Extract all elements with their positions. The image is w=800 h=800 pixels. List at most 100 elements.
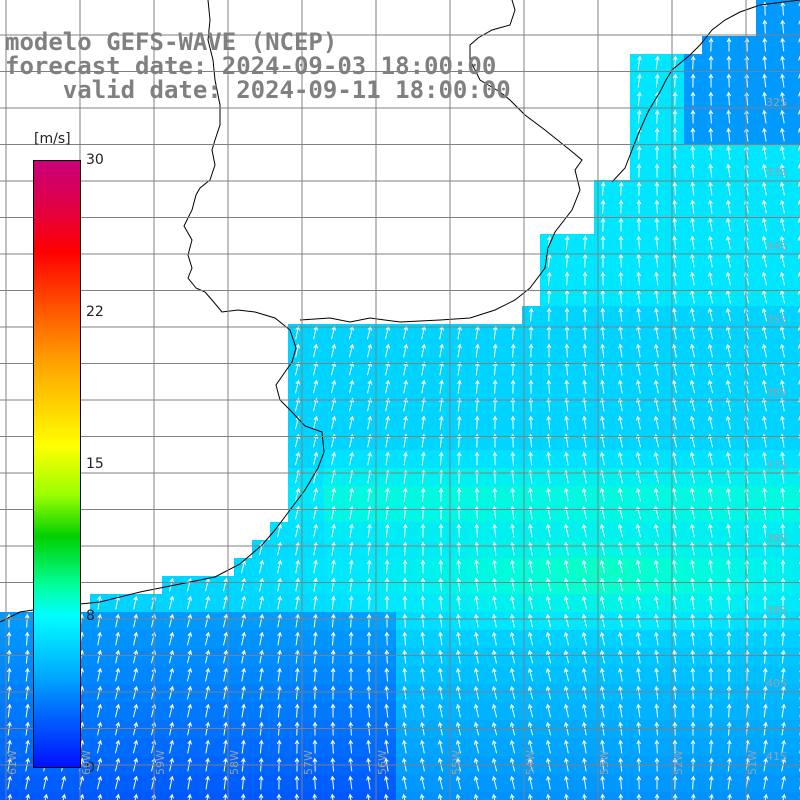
wind-arrow [707,343,714,358]
wind-arrow [618,271,624,286]
wind-arrow [474,541,480,556]
wind-arrow [762,667,768,682]
wind-arrow [186,667,193,682]
wind-arrow [491,703,498,718]
wind-arrow [473,685,479,700]
wind-arrow [761,271,768,286]
wind-arrow [366,649,372,664]
wind-arrow [726,577,732,592]
wind-arrow [205,685,211,700]
wind-arrow [473,775,480,790]
wind-arrow [761,235,768,250]
wind-arrow [223,739,228,754]
wind-arrow [421,361,426,376]
wind-arrow [61,793,67,800]
wind-arrow [727,775,732,790]
wind-arrow [474,379,480,394]
wind-arrow [421,451,426,466]
wind-arrow [708,649,714,664]
wind-arrow [672,199,678,214]
wind-arrow [635,577,641,592]
wind-arrow [582,415,587,430]
wind-arrow [528,487,533,502]
wind-arrow [726,541,731,556]
wind-arrow [708,73,714,88]
wind-cell [792,54,800,73]
wind-arrow [762,127,767,142]
wind-arrow [132,739,139,754]
wind-arrow [7,703,12,718]
wind-arrow [600,217,606,232]
wind-arrow [563,577,570,592]
colorbar-tick-22: 22 [86,304,104,320]
wind-arrow [348,397,355,412]
wind-arrow [690,199,695,214]
wind-arrow [690,163,696,178]
wind-arrow [384,739,389,754]
wind-arrow [186,631,193,646]
wind-arrow [473,793,479,800]
lon-label-53w: 53W [598,750,611,775]
wind-arrow [671,343,677,358]
wind-arrow [798,433,800,439]
wind-arrow [781,685,786,700]
wind-arrow [367,541,372,556]
wind-cell [792,648,800,667]
wind-arrow [205,703,210,718]
wind-arrow [546,451,551,466]
wind-arrow [420,739,425,754]
wind-arrow [223,631,229,646]
wind-arrow [348,361,355,376]
wind-arrow [457,379,462,394]
wind-arrow [636,163,642,178]
wind-arrow [762,397,767,412]
wind-arrow [636,307,641,322]
wind-arrow [762,685,768,700]
wind-arrow [761,361,767,376]
wind-arrow [781,793,787,800]
wind-arrow [115,631,120,646]
wind-arrow [636,649,641,664]
wind-arrow [385,379,391,394]
wind-arrow [654,181,660,196]
wind-arrow [6,649,12,664]
wind-arrow [439,361,444,376]
wind-arrow [456,577,461,592]
wind-arrow [330,397,337,412]
wind-arrow [780,91,785,106]
wind-cell [792,468,800,487]
wind-arrow [527,739,534,754]
wind-arrow [510,343,516,358]
wind-arrow [492,631,497,646]
wind-arrow [546,793,551,800]
wind-arrow [762,649,768,664]
wind-arrow [563,523,569,538]
wind-arrow [636,667,641,682]
wind-arrow [223,649,229,664]
wind-arrow [654,775,660,790]
wind-arrow [636,109,642,124]
wind-arrow [672,109,678,124]
wind-arrow [762,91,767,106]
wind-arrow [168,703,175,718]
wind-arrow [672,667,678,682]
wind-arrow [618,253,624,268]
wind-arrow [420,631,426,646]
wind-arrow [672,181,678,196]
wind-arrow [545,685,552,700]
wind-arrow [581,631,588,646]
wind-arrow [636,199,642,214]
wind-arrow [419,775,425,790]
wind-arrow [636,271,642,286]
wind-arrow [599,541,606,556]
wind-arrow [385,361,391,376]
wind-arrow [366,361,373,376]
wind-arrow [491,649,497,664]
wind-arrow [420,613,426,628]
wind-arrow [421,379,426,394]
map-title-block: modelo GEFS-WAVE (NCEP) forecast date: 2… [5,30,511,102]
wind-arrow [636,253,642,268]
lon-label-59w: 59W [154,750,167,775]
wind-arrow [510,595,515,610]
wind-arrow [312,703,318,718]
